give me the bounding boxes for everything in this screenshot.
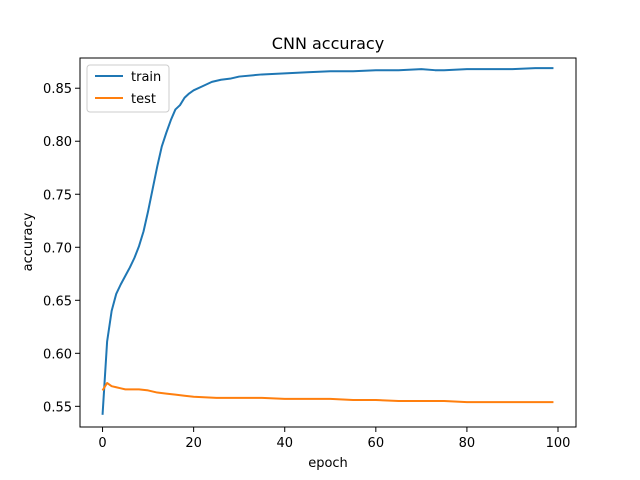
legend-label-test: test	[131, 92, 156, 107]
y-tick-label: 0.55	[43, 400, 72, 415]
y-tick-label: 0.85	[43, 82, 72, 97]
plot-area	[101, 67, 554, 415]
x-tick-label: 60	[368, 436, 385, 451]
y-tick-label: 0.65	[43, 294, 72, 309]
x-tick-label: 20	[185, 436, 202, 451]
y-tick-label: 0.75	[43, 188, 72, 203]
chart-title: CNN accuracy	[272, 34, 384, 53]
y-tick-label: 0.80	[43, 135, 72, 150]
plot-frame	[79, 57, 577, 428]
x-axis: 0 20 40 60 80 100	[98, 427, 570, 451]
y-tick-label: 0.70	[43, 241, 72, 256]
x-tick-label: 80	[459, 436, 476, 451]
x-tick-label: 0	[98, 436, 106, 451]
x-tick-label: 100	[546, 436, 571, 451]
x-axis-label: epoch	[308, 456, 348, 471]
y-tick-label: 0.60	[43, 347, 72, 362]
y-axis-label: accuracy	[21, 212, 36, 271]
series-line-test	[101, 382, 554, 404]
y-axis: 0.55 0.60 0.65 0.70 0.75 0.80 0.85	[43, 82, 80, 415]
legend: train test	[86, 64, 170, 113]
x-tick-label: 40	[276, 436, 293, 451]
legend-label-train: train	[131, 70, 161, 85]
series-line-train	[101, 67, 554, 415]
